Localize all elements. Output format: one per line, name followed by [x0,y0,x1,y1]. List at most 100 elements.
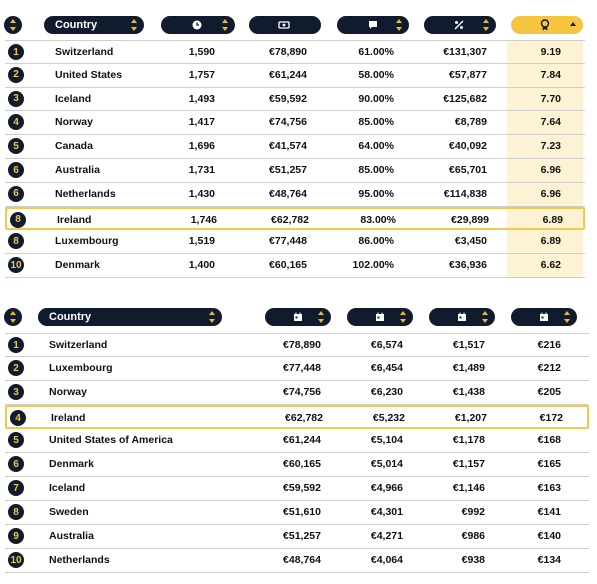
rank-sort-button[interactable] [4,16,22,34]
yearly-cell: €48,764 [283,554,321,566]
income-cell: €61,244 [269,68,307,81]
table-row[interactable]: 6 Denmark €60,165 €5,014 €1,157 €165 [5,453,589,477]
country-cell: United States of America [49,434,173,446]
table-row[interactable]: 9 Australia €51,257 €4,271 €986 €140 [5,525,589,549]
country-cell: Iceland [55,92,92,105]
score-sort-button[interactable] [511,16,583,34]
yearly-sort-button[interactable] [265,308,331,326]
table-row[interactable]: 3 Norway €74,756 €6,230 €1,438 €205 [5,381,589,405]
daily-cell: €205 [537,386,561,398]
country-cell: Luxembourg [49,362,113,374]
income-cell: €62,782 [271,213,309,226]
income-cell: €41,574 [269,140,307,153]
yearly-cell: €60,165 [283,458,321,470]
rank-sort-button[interactable] [4,308,22,326]
percent-sort-button[interactable] [337,16,409,34]
hours-cell: 1,757 [188,68,215,81]
country-sort-button[interactable]: Country [38,308,222,326]
income-cell: €59,592 [269,92,307,105]
hours-sort-button[interactable] [161,16,235,34]
rank-badge: 9 [8,528,24,544]
percent-cell: 85.00% [358,116,394,129]
hours-cell: 1,493 [188,92,215,105]
price-sort-button[interactable] [424,16,496,34]
award-icon [540,19,550,31]
table-row[interactable]: 1 Switzerland 1,590 €78,890 61.00% €131,307 9.… [5,40,585,64]
price-cell: €40,092 [449,140,487,153]
table-row[interactable]: 8 Ireland 1,746 €62,782 83.00% €29,899 6.89 [5,206,585,231]
country-cell: Norway [49,386,87,398]
table-row[interactable]: 5 Canada 1,696 €41,574 64.00% €40,092 7.23 [5,135,585,159]
monthly-cell: €4,966 [370,482,403,494]
country-cell: United States [55,68,123,81]
country-cell: Luxembourg [55,235,119,248]
weekly-cell: €1,489 [452,362,485,374]
price-cell: €131,307 [443,46,487,58]
monthly-cell: €6,574 [370,339,403,351]
country-cell: Denmark [49,458,94,470]
percent-icon [454,20,464,30]
table-row[interactable]: 10 Netherlands €48,764 €4,064 €938 €134 [5,549,589,573]
sort-arrows-icon [400,311,406,323]
price-cell: €65,701 [449,164,487,176]
percent-cell: 61.00% [358,46,394,58]
country-sort-button[interactable]: Country [44,16,144,34]
table-row[interactable]: 6 Netherlands 1,430 €48,764 95.00% €114,838 6.… [5,183,585,207]
weekly-sort-button[interactable] [429,308,495,326]
table-row[interactable]: 3 Iceland 1,493 €59,592 90.00% €125,682 7.70 [5,88,585,112]
price-cell: €114,838 [443,187,487,200]
rank-badge: 6 [8,162,24,178]
table-row[interactable]: 4 Ireland €62,782 €5,232 €1,207 €172 [5,405,589,429]
table-row[interactable]: 8 Luxembourg 1,519 €77,448 86.00% €3,450 6.89 [5,230,585,255]
rank-badge: 8 [8,504,24,520]
yearly-cell: €77,448 [283,362,321,374]
price-cell: €29,899 [451,213,489,226]
table-row[interactable]: 1 Switzerland €78,890 €6,574 €1,517 €216 [5,333,589,357]
monthly-sort-button[interactable] [347,308,413,326]
table-row[interactable]: 5 United States of America €61,244 €5,104 €1… [5,429,589,453]
percent-cell: 90.00% [358,92,394,105]
income-cell: €48,764 [269,187,307,200]
monthly-cell: €6,230 [370,386,403,398]
country-cell: Ireland [51,412,86,424]
score-cell: 7.84 [540,68,561,81]
daily-cell: €216 [537,339,561,351]
yearly-cell: €62,782 [285,412,323,424]
hours-cell: 1,519 [188,235,215,248]
rank-badge: 8 [8,233,24,250]
table-row[interactable]: 2 Luxembourg €77,448 €6,454 €1,489 €212 [5,357,589,381]
monthly-cell: €6,454 [370,362,403,374]
hours-cell: 1,417 [188,116,215,129]
daily-cell: €168 [537,434,561,446]
yearly-cell: €59,592 [283,482,321,494]
monthly-cell: €4,064 [370,554,403,566]
rank-badge: 6 [8,185,24,202]
monthly-cell: €4,271 [370,530,403,542]
country-cell: Australia [55,164,100,176]
daily-sort-button[interactable] [511,308,577,326]
table-row[interactable]: 10 Denmark 1,400 €60,165 102.00% €36,936 6.62 [5,254,585,278]
price-cell: €3,450 [454,235,487,248]
calendar-icon [540,312,548,321]
table-row[interactable]: 4 Norway 1,417 €74,756 85.00% €8,789 7.64 [5,111,585,136]
sort-arrows-icon [131,19,137,31]
income-sort-button[interactable] [249,16,321,34]
yearly-cell: €61,244 [283,434,321,446]
sort-arrows-icon [483,19,489,31]
table-row[interactable]: 7 Iceland €59,592 €4,966 €1,146 €163 [5,477,589,501]
rank-badge: 3 [8,90,24,107]
daily-cell: €172 [539,412,563,424]
score-cell: 6.96 [540,164,561,176]
price-cell: €36,936 [449,259,487,272]
percent-cell: 102.00% [352,259,394,272]
table-row[interactable]: 2 United States 1,757 €61,244 58.00% €57,877 7… [5,64,585,88]
hours-cell: 1,430 [188,187,215,200]
weekly-cell: €1,438 [452,386,485,398]
weekly-cell: €1,146 [452,482,485,494]
table-row[interactable]: 8 Sweden €51,610 €4,301 €992 €141 [5,501,589,525]
country-cell: Denmark [55,259,100,272]
table-row[interactable]: 6 Australia 1,731 €51,257 85.00% €65,701 6.96 [5,159,585,183]
price-cell: €8,789 [454,116,487,129]
country-cell: Switzerland [49,339,108,351]
weekly-cell: €992 [461,506,485,518]
